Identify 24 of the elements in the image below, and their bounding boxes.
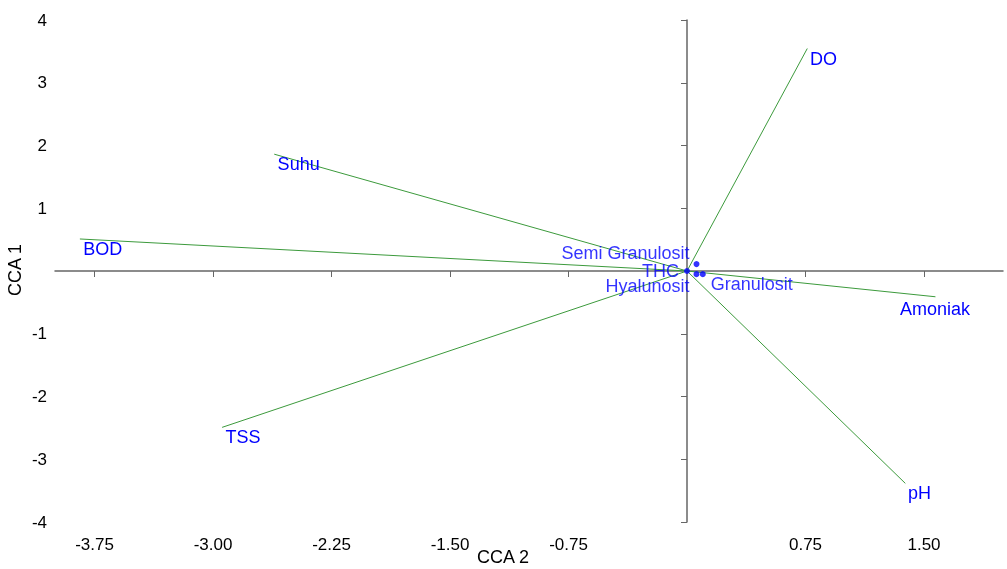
x-tick-label: -1.50 — [430, 535, 470, 554]
y-tick-label: 3 — [37, 73, 47, 93]
series-label: Granulosit — [710, 274, 793, 295]
x-tick-label: -2.25 — [312, 535, 351, 554]
series-label: pH — [908, 483, 932, 504]
series-label: BOD — [83, 239, 123, 259]
x-tick-label: -0.75 — [549, 535, 588, 554]
y-tick-label: -2 — [31, 387, 47, 406]
y-tick-label: -4 — [31, 512, 47, 532]
y-axis-title: CCA 1 — [5, 243, 25, 297]
x-tick-label: 0.75 — [788, 535, 823, 554]
y-tick-label: 2 — [37, 136, 47, 155]
x-tick-label: -3.00 — [193, 535, 233, 554]
series-label: Amoniak — [900, 298, 972, 319]
series-label: TSS — [225, 427, 261, 448]
y-tick-label: -1 — [31, 324, 47, 344]
series-label: Suhu — [277, 154, 320, 175]
y-tick-label: 4 — [37, 10, 47, 30]
y-tick-label: -3 — [31, 449, 47, 469]
x-tick-label: -3.75 — [75, 535, 114, 554]
series-label: DO — [810, 48, 838, 69]
x-tick-label: 1.50 — [907, 535, 941, 554]
y-tick-label: 1 — [37, 198, 47, 218]
x-axis-title: CCA 2 — [476, 547, 530, 567]
